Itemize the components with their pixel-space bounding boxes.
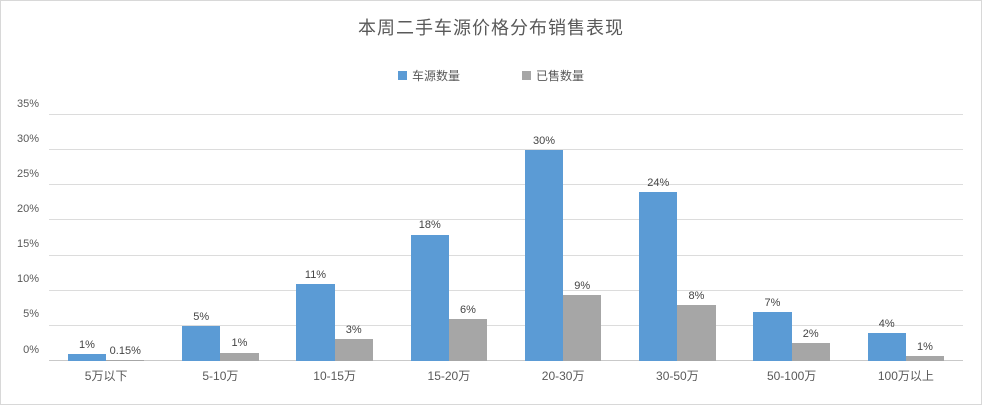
bar-column: 2% <box>791 115 830 361</box>
gridline <box>49 114 963 115</box>
bar-车源数量 <box>410 234 449 361</box>
bar-value-label: 1% <box>917 341 933 353</box>
bar-车源数量 <box>67 353 107 361</box>
bar-value-label: 4% <box>878 317 895 330</box>
bar-车源数量 <box>524 150 564 361</box>
bar-已售数量 <box>448 318 488 361</box>
bar-value-label: 18% <box>418 219 441 232</box>
bar-column: 5% <box>182 115 221 361</box>
bar-value-label: 1% <box>79 338 95 351</box>
bar-group: 4% 1% <box>849 115 963 361</box>
x-tick-label: 100万以上 <box>877 369 934 383</box>
x-tick-label: 5-10万 <box>202 369 239 383</box>
legend-swatch-blue-icon <box>397 71 407 80</box>
bar-已售数量 <box>677 304 716 361</box>
bar-已售数量 <box>106 359 145 361</box>
legend-label: 已售数量 <box>536 69 585 83</box>
bar-column: 30% <box>524 115 564 361</box>
gridline <box>49 289 963 291</box>
bar-column: 11% <box>296 115 335 361</box>
bar-value-label: 30% <box>532 135 555 148</box>
bar-value-label: 7% <box>764 296 781 309</box>
bar-value-label: 11% <box>304 268 327 281</box>
bar-group: 1% 0.15% <box>49 115 163 361</box>
gridline <box>49 219 963 221</box>
bar-车源数量 <box>867 332 906 361</box>
legend-label: 车源数量 <box>411 69 460 83</box>
x-tick-label: 5万以下 <box>84 369 128 383</box>
bar-已售数量 <box>220 352 259 361</box>
bar-group: 11% 3% <box>278 115 392 361</box>
y-axis: 0% 5% 10% 15% 20% 25% 30% 35% <box>1 98 43 361</box>
bar-value-label: 8% <box>688 289 705 302</box>
legend-item-sold-count[interactable]: 已售数量 <box>522 67 584 84</box>
bar-column: 1% <box>67 115 107 361</box>
y-tick-label: 0% <box>23 343 39 356</box>
bar-已售数量 <box>563 294 602 361</box>
bar-value-label: 24% <box>647 177 670 190</box>
bar-value-label: 5% <box>193 310 210 323</box>
bar-已售数量 <box>905 356 945 361</box>
bar-column: 4% <box>867 115 906 361</box>
x-tick-label: 30-50万 <box>656 369 699 383</box>
bar-value-label: 9% <box>574 279 591 292</box>
bar-group: 30% 9% <box>506 115 620 361</box>
bar-value-label: 2% <box>802 328 819 341</box>
bar-column: 18% <box>410 115 449 361</box>
y-tick-label: 5% <box>23 308 39 321</box>
y-tick-label: 35% <box>16 97 39 110</box>
bar-column: 0.15% <box>106 115 145 361</box>
bar-value-label: 3% <box>345 324 362 337</box>
bar-车源数量 <box>296 283 335 361</box>
bar-column: 1% <box>220 115 259 361</box>
bar-column: 3% <box>334 115 373 361</box>
gridline <box>49 149 963 151</box>
y-tick-label: 10% <box>16 273 39 286</box>
bar-车源数量 <box>753 311 792 361</box>
bar-已售数量 <box>334 339 373 361</box>
bar-value-label: 1% <box>231 337 248 350</box>
bar-group: 7% 2% <box>735 115 849 361</box>
plot-area: 1% 0.15% 5% 1% 11% 3% 18% 6% 30% 9% 24% 8% 7% 2% 4% 1% <box>49 114 963 361</box>
bar-value-label: 0.15% <box>109 344 141 357</box>
gridline <box>49 324 963 326</box>
chart-legend: 车源数量 已售数量 <box>1 67 981 84</box>
bar-column: 7% <box>753 115 792 361</box>
gridline <box>49 360 963 361</box>
bar-groups: 1% 0.15% 5% 1% 11% 3% 18% 6% 30% 9% 24% 8% 7% 2% 4% 1% <box>49 115 963 361</box>
y-tick-label: 30% <box>16 132 39 145</box>
chart-title: 本周二手车源价格分布销售表现 <box>358 18 624 38</box>
gridline <box>49 184 963 186</box>
bar-column: 8% <box>677 115 716 361</box>
bar-车源数量 <box>639 192 678 361</box>
bar-column: 1% <box>905 115 945 361</box>
bar-已售数量 <box>791 343 830 361</box>
x-tick-label: 20-30万 <box>541 369 585 383</box>
bar-column: 9% <box>563 115 602 361</box>
x-tick-label: 10-15万 <box>313 369 356 383</box>
bar-group: 5% 1% <box>163 115 277 361</box>
bar-column: 24% <box>639 115 678 361</box>
x-tick-label: 50-100万 <box>766 369 817 383</box>
legend-swatch-gray-icon <box>522 71 531 80</box>
bar-group: 24% 8% <box>620 115 734 361</box>
gridline <box>49 254 963 256</box>
bar-group: 18% 6% <box>392 115 506 361</box>
x-tick-label: 15-20万 <box>427 369 471 383</box>
x-axis: 5万以下 5-10万 10-15万 15-20万 20-30万 30-50万 50-100万… <box>49 367 963 384</box>
bar-column: 6% <box>448 115 488 361</box>
y-tick-label: 20% <box>16 202 39 215</box>
legend-item-source-count[interactable]: 车源数量 <box>397 67 460 84</box>
y-tick-label: 25% <box>16 167 39 180</box>
y-tick-label: 15% <box>16 238 39 251</box>
bar-车源数量 <box>182 325 221 361</box>
bar-value-label: 6% <box>460 303 476 316</box>
